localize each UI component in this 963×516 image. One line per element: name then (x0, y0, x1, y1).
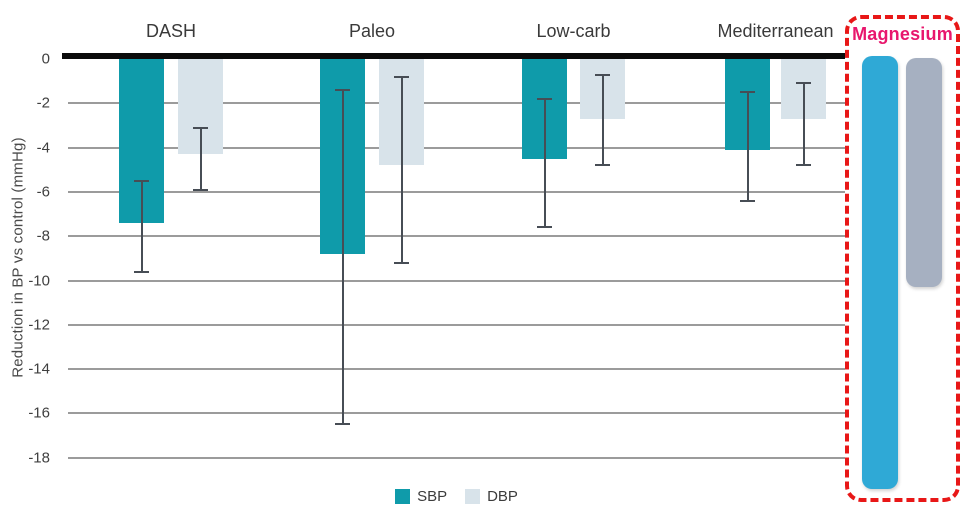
y-tick--2: -2 (36, 94, 50, 112)
error-bar-dbp-paleo-cap-top (394, 75, 409, 78)
y-tick--8: -8 (36, 227, 50, 245)
error-bar-sbp-paleo-cap-bottom (335, 423, 350, 426)
gridline--6 (68, 190, 845, 193)
gridline--12 (68, 323, 845, 326)
y-tick--16: -16 (28, 404, 50, 422)
error-bar-dbp-dash-cap-top (193, 126, 208, 129)
error-bar-dbp-dash-line (199, 127, 202, 190)
magnesium-label: Magnesium (852, 24, 953, 44)
y-tick-0: 0 (41, 50, 50, 68)
error-bar-dbp-low-carb-cap-bottom (595, 164, 610, 167)
gridline--10 (68, 279, 845, 282)
category-label-dash: DASH (145, 21, 196, 41)
y-tick--4: -4 (36, 139, 50, 157)
error-bar-sbp-dash-line (140, 180, 143, 272)
error-bar-sbp-mediterranean-line (746, 92, 749, 201)
gridline--4 (68, 146, 845, 149)
error-bar-sbp-paleo-cap-top (335, 89, 350, 91)
error-bar-dbp-mediterranean-line (802, 83, 805, 166)
y-tick--12: -12 (28, 316, 50, 334)
legend-item-dbp: DBP (465, 488, 518, 505)
legend-label-dbp: DBP (487, 488, 518, 505)
zero-axis-line (62, 53, 845, 59)
gridline--8 (68, 235, 845, 238)
legend-label-sbp: SBP (417, 488, 448, 505)
error-bar-dbp-low-carb-cap-top (595, 73, 610, 76)
magnesium-bar-dbp (906, 58, 942, 288)
error-bar-sbp-low-carb-cap-top (537, 97, 552, 100)
gridline--2 (68, 102, 845, 105)
category-label-paleo: Paleo (348, 21, 396, 41)
error-bar-dbp-mediterranean-cap-bottom (796, 164, 811, 167)
error-bar-sbp-mediterranean-cap-top (740, 91, 755, 94)
legend-swatch-dbp (465, 489, 481, 504)
error-bar-sbp-paleo-line (341, 90, 344, 425)
gridline--18 (68, 456, 845, 459)
error-bar-dbp-paleo-cap-bottom (394, 261, 409, 264)
error-bar-dbp-dash-cap-bottom (193, 188, 208, 191)
error-bar-sbp-low-carb-cap-bottom (537, 226, 552, 229)
category-label-low-carb: Low-carb (536, 21, 611, 41)
magnesium-bar-sbp (862, 56, 898, 489)
category-label-mediterranean: Mediterranean (717, 21, 834, 41)
y-tick--14: -14 (28, 360, 50, 378)
error-bar-sbp-mediterranean-cap-bottom (740, 199, 755, 202)
legend: SBP DBP (68, 488, 845, 505)
legend-item-sbp: SBP (395, 488, 447, 505)
error-bar-sbp-dash-cap-bottom (134, 270, 149, 273)
error-bar-dbp-paleo-line (400, 76, 403, 263)
y-tick--18: -18 (28, 449, 50, 467)
y-tick--6: -6 (36, 183, 50, 201)
legend-swatch-sbp (395, 489, 411, 504)
error-bar-dbp-low-carb-line (601, 74, 604, 166)
error-bar-sbp-low-carb-line (543, 98, 546, 228)
y-tick--10: -10 (28, 272, 50, 289)
error-bar-dbp-mediterranean-cap-top (796, 82, 811, 85)
magnesium-highlight-box: Magnesium (845, 15, 960, 502)
gridline--14 (68, 368, 845, 371)
gridline--16 (68, 412, 845, 415)
error-bar-sbp-dash-cap-top (134, 179, 149, 182)
